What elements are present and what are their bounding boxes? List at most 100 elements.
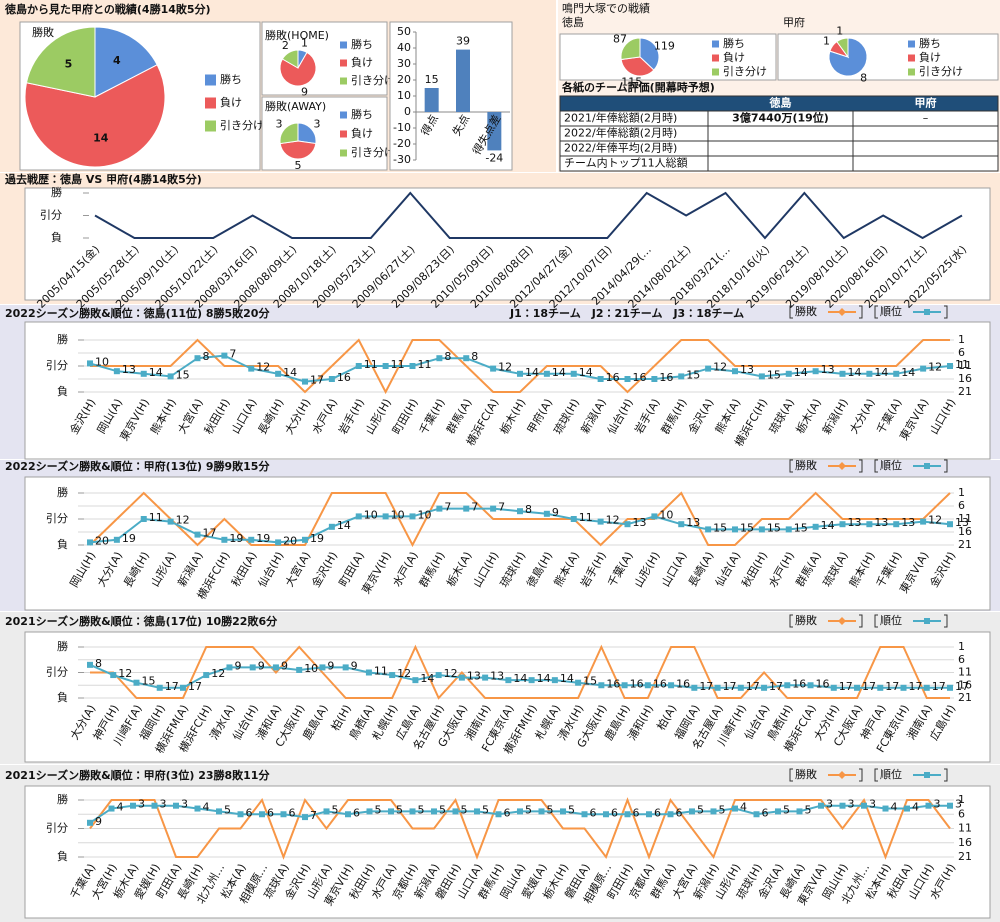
y-tick-label: 引分 bbox=[46, 358, 68, 372]
legend-label: 引き分け bbox=[351, 73, 395, 87]
series-marker bbox=[807, 682, 814, 689]
series-marker bbox=[272, 664, 279, 671]
bar bbox=[487, 112, 502, 151]
data-label: 19 bbox=[122, 532, 136, 545]
data-label: 17 bbox=[699, 680, 713, 693]
table-header-cell: 徳島 bbox=[769, 96, 792, 110]
legend-swatch bbox=[340, 77, 347, 85]
data-label: 5 bbox=[719, 803, 726, 816]
series-line bbox=[90, 644, 950, 700]
y2-tick-label: 21 bbox=[958, 691, 972, 704]
series-marker bbox=[705, 365, 712, 372]
series-marker bbox=[412, 677, 419, 684]
pie-slice bbox=[639, 37, 660, 71]
legend-label: 引き分け bbox=[723, 64, 767, 78]
legend-swatch bbox=[908, 54, 915, 62]
data-label: 13 bbox=[740, 363, 754, 376]
legend-bracket bbox=[859, 614, 863, 628]
y2-tick-label: 11 bbox=[958, 512, 972, 525]
legend-label: 引き分け bbox=[220, 118, 264, 132]
series-marker bbox=[463, 355, 470, 362]
pie-label: 119 bbox=[654, 39, 675, 52]
data-label: 12 bbox=[444, 667, 458, 680]
data-label: 3 bbox=[869, 798, 876, 811]
pie-label: 115 bbox=[621, 75, 642, 88]
pie-label: 4 bbox=[113, 54, 121, 67]
pie-label: 87 bbox=[613, 32, 627, 45]
legend-swatch bbox=[205, 97, 216, 109]
series-marker bbox=[130, 802, 136, 809]
legend-label: 引き分け bbox=[351, 145, 395, 159]
legend-bracket bbox=[944, 614, 948, 628]
data-label: 12 bbox=[498, 361, 512, 374]
series-marker bbox=[551, 677, 558, 684]
data-label: 17 bbox=[723, 680, 737, 693]
data-label: 9 bbox=[281, 659, 288, 672]
y-tick-label: 0 bbox=[404, 105, 411, 118]
series-marker bbox=[621, 682, 628, 689]
pie-slice bbox=[24, 64, 166, 168]
series-marker bbox=[259, 811, 265, 818]
series-marker bbox=[678, 521, 685, 528]
y2-tick-label: 6 bbox=[958, 346, 965, 359]
data-label: 17 bbox=[909, 680, 923, 693]
series-marker bbox=[302, 536, 308, 543]
data-label: 15 bbox=[686, 368, 700, 381]
series-marker bbox=[87, 539, 93, 546]
data-label: 15 bbox=[141, 675, 155, 688]
series-marker bbox=[598, 682, 605, 689]
series-marker bbox=[323, 808, 330, 815]
pie-title: 勝敗(HOME) bbox=[265, 28, 329, 42]
chart-box bbox=[24, 321, 991, 460]
series-marker bbox=[839, 521, 846, 528]
pie-title: 甲府 bbox=[783, 16, 805, 29]
data-label: 14 bbox=[848, 366, 862, 379]
series-marker bbox=[226, 664, 233, 671]
series-marker bbox=[495, 811, 502, 818]
data-label: 5 bbox=[805, 803, 812, 816]
data-label: 16 bbox=[816, 677, 830, 690]
legend-marker bbox=[924, 309, 930, 315]
data-label: 15 bbox=[740, 521, 754, 534]
data-label: 14 bbox=[513, 672, 527, 685]
data-label: 6 bbox=[590, 806, 597, 819]
data-label: 7 bbox=[498, 501, 505, 514]
series-marker bbox=[505, 677, 512, 684]
data-label: 9 bbox=[351, 659, 358, 672]
data-label: 14 bbox=[560, 672, 574, 685]
series-marker bbox=[920, 518, 927, 525]
series-marker bbox=[925, 802, 932, 809]
series-marker bbox=[409, 808, 416, 815]
y-tick-label: 40 bbox=[397, 41, 411, 54]
y2-tick-label: 21 bbox=[958, 385, 972, 398]
legend-swatch bbox=[712, 40, 719, 48]
y2-tick-label: 6 bbox=[958, 499, 965, 512]
data-label: 3 bbox=[955, 798, 962, 811]
legend-label: 順位 bbox=[880, 614, 902, 627]
series-marker bbox=[538, 808, 545, 815]
data-label: 5 bbox=[418, 803, 425, 816]
data-label: 10 bbox=[391, 508, 405, 521]
y2-tick-label: 1 bbox=[958, 333, 965, 346]
series-marker bbox=[108, 805, 115, 812]
pie-slice bbox=[94, 26, 158, 98]
legend-marker bbox=[838, 617, 846, 625]
series-marker bbox=[87, 661, 93, 668]
table-cell bbox=[852, 125, 999, 142]
series-marker bbox=[133, 679, 140, 686]
series-marker bbox=[784, 682, 791, 689]
data-label: 5 bbox=[568, 803, 575, 816]
y2-tick-label: 6 bbox=[958, 653, 965, 666]
legend-label: 負け bbox=[351, 127, 373, 140]
data-label: 11 bbox=[364, 358, 378, 371]
series-marker bbox=[173, 802, 179, 809]
series-marker bbox=[830, 684, 837, 691]
series-marker bbox=[436, 355, 443, 362]
data-label: 17 bbox=[839, 680, 853, 693]
series-line bbox=[89, 491, 951, 548]
table-header-cell: 甲府 bbox=[915, 96, 937, 110]
series-marker bbox=[463, 505, 470, 512]
data-label: 4 bbox=[203, 801, 210, 814]
series-marker bbox=[342, 664, 349, 671]
series-marker bbox=[280, 811, 287, 818]
